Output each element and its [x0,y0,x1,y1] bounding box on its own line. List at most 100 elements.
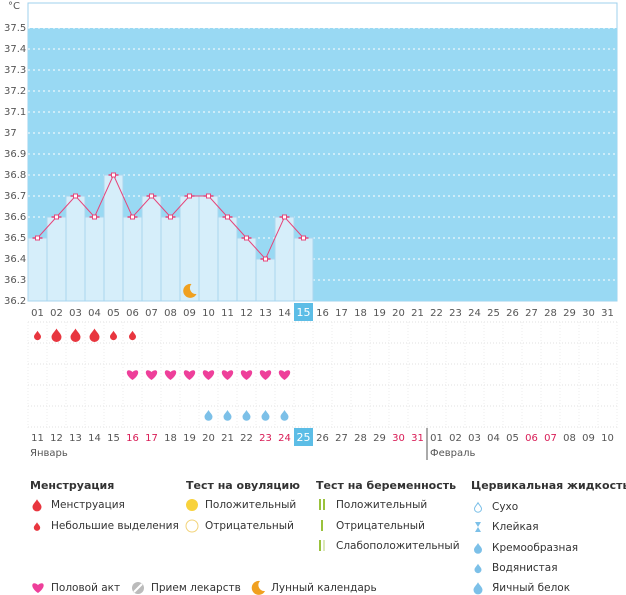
date-label: 19 [183,433,196,444]
x-tick-label: 16 [316,308,329,319]
date-label: 05 [506,433,519,444]
temperature-column [65,195,86,302]
heart [183,370,196,380]
cervical-fluid-mark [242,410,251,421]
date-label: 10 [601,433,614,444]
x-tick-label: 19 [373,308,386,319]
temperature-point [35,235,40,241]
heart [221,370,234,380]
temperature-point [225,214,230,220]
x-tick-label: 07 [145,308,158,319]
temperature-column [103,174,124,302]
date-label: 07 [544,433,557,444]
x-tick-label: 21 [411,308,424,319]
x-tick-label: 25 [487,308,500,319]
temperature-point [111,172,116,178]
x-tick-label: 22 [430,308,443,319]
x-tick-label: 10 [202,308,215,319]
legend-item: Слабоположительный [336,540,460,552]
date-label: 20 [202,433,215,444]
x-tick-label: 27 [525,308,538,319]
x-tick-label: 11 [221,308,234,319]
cervical-fluid-mark [261,410,270,421]
y-tick-label: 36.5 [4,233,26,244]
temperature-point [73,193,78,199]
temperature-column [236,237,257,302]
y-tick-label: 36.4 [4,254,26,265]
date-label: 14 [88,433,101,444]
temperature-column [198,195,219,302]
cervical-fluid-mark [280,410,289,421]
y-tick-label: 36.9 [4,149,26,160]
date-label: 23 [259,433,272,444]
x-tick-label: 15 [297,306,311,319]
y-tick-label: 37.3 [4,65,26,76]
x-tick-label: 30 [582,308,595,319]
y-tick-label: 36.6 [4,212,26,223]
legend-item: Лунный календарь [271,582,377,594]
legend-icon [33,522,41,531]
legend-item: Отрицательный [336,520,425,532]
date-label: 12 [50,433,63,444]
x-tick-label: 23 [449,308,462,319]
y-tick-label: 37.5 [4,23,26,34]
temperature-column [274,216,295,302]
date-label: 15 [107,433,120,444]
temperature-column [122,216,143,302]
cervical-fluid-mark [204,410,213,421]
date-label: 31 [411,433,424,444]
temperature-point [301,235,306,241]
x-tick-label: 08 [164,308,177,319]
legend-icon [321,520,323,531]
x-tick-label: 05 [107,308,120,319]
legend-item: Клейкая [492,521,539,533]
legend-title: Цервикальная жидкость [471,479,626,492]
date-label: 03 [468,433,481,444]
heart [202,370,215,380]
x-tick-label: 01 [31,308,44,319]
menstruation-mark [110,330,117,341]
temperature-point [187,193,192,199]
date-label: 28 [354,433,367,444]
temperature-point [206,193,211,199]
temperature-point [92,214,97,220]
moon [183,283,197,298]
x-tick-label: 29 [563,308,576,319]
date-label: 17 [145,433,158,444]
date-label: 18 [164,433,177,444]
y-tick-label: 37 [4,128,17,139]
temperature-column [46,216,67,302]
x-tick-label: 03 [69,308,82,319]
legend-icon [473,501,483,513]
legend-icon [133,583,143,593]
legend-icon [186,499,198,511]
month-label: Февраль [430,448,476,459]
legend-item: Кремообразная [492,542,578,554]
moon [251,580,265,595]
y-tick-label: 37.2 [4,86,26,97]
x-tick-label: 17 [335,308,348,319]
date-label: 04 [487,433,500,444]
temperature-point [282,214,287,220]
x-tick-label: 20 [392,308,405,319]
date-label: 27 [335,433,348,444]
x-tick-label: 04 [88,308,101,319]
y-axis-label: °C [8,1,20,12]
date-label: 11 [31,433,44,444]
x-tick-label: 02 [50,308,63,319]
legend-item: Положительный [205,499,296,511]
temperature-column [217,216,238,302]
x-tick-label: 06 [126,308,139,319]
legend-icon [474,543,482,554]
date-label: 25 [297,431,311,444]
x-tick-label: 12 [240,308,253,319]
legend-item: Менструация [51,499,125,511]
temperature-column [141,195,162,302]
x-tick-label: 28 [544,308,557,319]
legend-item: Отрицательный [205,520,294,532]
date-label: 26 [316,433,329,444]
temperature-column [293,237,314,302]
legend-icon [323,540,325,551]
x-tick-label: 13 [259,308,272,319]
